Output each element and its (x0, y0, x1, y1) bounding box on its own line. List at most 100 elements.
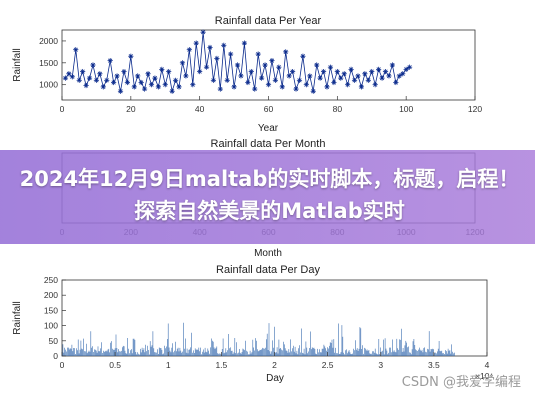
data-point (172, 77, 179, 83)
data-point (358, 84, 365, 90)
chart-yearly-markers (62, 29, 413, 94)
data-point (307, 73, 313, 79)
data-point (286, 73, 292, 79)
x-tick-label: 100 (399, 104, 413, 114)
data-point (100, 84, 106, 90)
data-point (69, 74, 75, 80)
x-tick-label: 60 (264, 104, 274, 114)
data-point (393, 79, 399, 86)
data-point (97, 71, 103, 77)
chart-monthly-xlabel: Month (254, 248, 282, 259)
data-point (310, 88, 316, 94)
data-point (83, 82, 89, 89)
data-point (317, 75, 323, 81)
data-point (279, 84, 285, 90)
data-point (114, 73, 120, 79)
data-point (111, 79, 117, 86)
chart-daily-x-exponent: ×10⁴ (475, 371, 493, 381)
x-tick-label: 2 (272, 360, 277, 370)
data-point (200, 29, 206, 35)
data-point (128, 53, 134, 59)
x-tick-label: 4 (485, 360, 490, 370)
data-point (382, 68, 389, 75)
data-point (76, 77, 82, 83)
data-point (66, 71, 72, 77)
data-point (265, 82, 272, 88)
data-point (234, 62, 241, 68)
data-point (345, 82, 351, 88)
data-point (283, 49, 289, 55)
chart-yearly-title: Rainfall data Per Year (215, 15, 322, 27)
data-point (217, 86, 223, 92)
data-point (262, 62, 268, 68)
y-tick-label: 1000 (39, 80, 58, 90)
article-title[interactable]: 2024年12月9日maltab的实时脚本，标题，启程！探索自然美景的Matla… (19, 167, 520, 223)
data-point (73, 47, 79, 53)
data-point (121, 68, 127, 75)
chart-yearly-y-ticks: 1000 1500 2000 (39, 36, 66, 90)
chart-daily-y-ticks: 0 50 100 150 200 250 (44, 275, 66, 361)
data-point (93, 77, 100, 83)
data-point (241, 40, 248, 46)
data-point (193, 40, 199, 46)
data-point (224, 77, 230, 83)
data-point (334, 68, 340, 75)
chart-monthly-title: Rainfall data Per Month (211, 138, 326, 150)
data-point (145, 71, 151, 77)
chart-yearly-axes-box (61, 29, 476, 101)
data-point (396, 73, 402, 79)
chart-daily-ylabel: Rainfall (12, 301, 23, 334)
article-title-banner[interactable]: 2024年12月9日maltab的实时脚本，标题，启程！探索自然美景的Matla… (0, 150, 535, 244)
data-point (293, 86, 299, 92)
data-point (190, 82, 196, 88)
x-tick-label: 0 (60, 360, 65, 370)
chart-daily-x-ticks: 0 0.5 1 1.5 2 2.5 3 3.5 4 (60, 352, 490, 370)
chart-yearly-xlabel: Year (258, 123, 279, 134)
data-point (221, 42, 227, 48)
data-point (248, 68, 254, 75)
data-point (142, 86, 148, 92)
data-point (104, 77, 110, 83)
data-point (107, 58, 113, 64)
x-tick-label: 0.5 (109, 360, 121, 370)
data-point (400, 71, 406, 77)
data-point (80, 68, 86, 75)
data-point (169, 88, 175, 94)
x-tick-label: 1.5 (215, 360, 227, 370)
data-point (162, 82, 168, 88)
data-point (90, 62, 96, 68)
data-point (238, 73, 244, 79)
data-point (228, 51, 234, 57)
data-point (320, 68, 327, 75)
data-point (272, 77, 278, 83)
chart-daily-xlabel: Day (266, 373, 284, 384)
data-point (379, 75, 385, 81)
chart-yearly: Rainfall data Per Year 1000 1500 2000 0 20 4… (12, 15, 482, 134)
data-point (276, 64, 282, 70)
data-point (135, 73, 141, 79)
data-point (341, 71, 347, 77)
data-point (269, 58, 275, 64)
data-point (148, 82, 155, 88)
data-point (131, 84, 137, 90)
x-tick-label: 40 (195, 104, 205, 114)
data-point (331, 79, 337, 86)
data-point (176, 84, 182, 90)
data-point (203, 64, 210, 70)
data-point (338, 75, 344, 81)
y-tick-label: 200 (44, 290, 58, 300)
x-tick-label: 80 (333, 104, 343, 114)
data-point (355, 73, 361, 79)
x-tick-label: 120 (468, 104, 482, 114)
chart-yearly-x-ticks: 0 20 40 60 80 100 120 (60, 96, 482, 114)
data-point (207, 44, 213, 51)
y-tick-label: 100 (44, 321, 58, 331)
data-point (245, 79, 251, 86)
data-point (117, 88, 124, 94)
data-point (389, 62, 395, 68)
data-point (289, 68, 296, 75)
csdn-watermark: CSDN @我爱学编程 (401, 375, 521, 390)
x-tick-label: 20 (126, 104, 136, 114)
y-tick-label: 1500 (39, 58, 58, 68)
